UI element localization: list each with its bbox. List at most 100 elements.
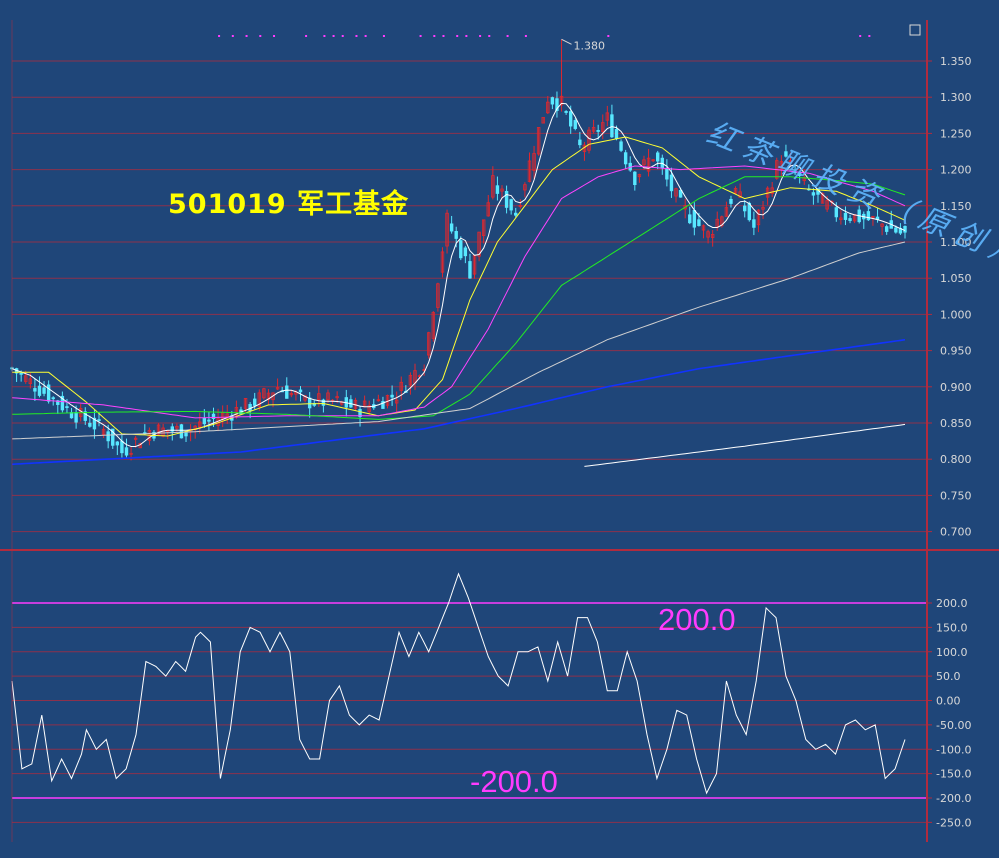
candle-up — [335, 396, 339, 399]
price-tick-label: 0.900 — [940, 381, 972, 394]
ma-line — [11, 338, 906, 466]
candle-down — [903, 225, 907, 233]
candle-down — [358, 409, 362, 418]
candle-up — [440, 251, 445, 273]
price-tick-label: 1.100 — [940, 236, 972, 249]
signal-marker — [245, 35, 248, 37]
candle-up — [243, 397, 248, 409]
candle-up — [225, 413, 229, 417]
candle-down — [115, 441, 120, 446]
moving-average-lines — [11, 102, 906, 467]
candle-down — [211, 413, 216, 419]
candle-down — [866, 211, 871, 221]
candle-down — [33, 388, 37, 392]
signal-marker — [465, 35, 468, 37]
candle-up — [394, 399, 399, 404]
candle-down — [120, 440, 124, 454]
candle-up — [761, 207, 765, 210]
ma-line — [12, 136, 906, 437]
candle-up — [427, 332, 431, 356]
candle-down — [92, 417, 97, 430]
price-tick-label: 1.200 — [940, 164, 972, 177]
candle-up — [257, 392, 261, 407]
candle-up — [486, 202, 490, 217]
candle-up — [275, 387, 280, 390]
candle-down — [83, 411, 87, 421]
candle-down — [468, 261, 472, 279]
candle-down — [454, 231, 458, 239]
candle-down — [550, 97, 555, 105]
candle-down — [97, 419, 101, 421]
candle-up — [477, 231, 481, 257]
candle-up — [724, 207, 729, 217]
candle-up — [546, 101, 550, 114]
price-tick-label: 0.700 — [940, 526, 972, 539]
signal-marker — [305, 35, 308, 37]
candle-up — [436, 283, 440, 308]
candle-up — [326, 392, 330, 401]
candle-down — [202, 417, 207, 425]
candle-down — [678, 189, 683, 198]
chart-title: 501019 军工基金 — [168, 189, 410, 220]
candle-down — [669, 174, 674, 192]
candle-down — [564, 111, 568, 113]
signal-marker — [218, 35, 221, 37]
price-tick-label: 0.750 — [940, 489, 972, 502]
axes — [0, 20, 999, 842]
signal-marker — [332, 35, 335, 37]
candle-down — [568, 111, 573, 127]
signal-marker — [231, 35, 234, 37]
oscillator-series — [11, 572, 906, 795]
candle-up — [706, 231, 710, 238]
candle-up — [532, 153, 536, 171]
candle-up — [431, 312, 436, 339]
candle-up — [646, 157, 651, 172]
candle-up — [367, 405, 371, 413]
candle-down — [37, 385, 42, 396]
price-tick-label: 1.350 — [940, 55, 972, 68]
signal-marker — [456, 35, 459, 37]
candle-down — [46, 384, 51, 402]
candle-up — [587, 129, 591, 151]
candle-down — [60, 395, 65, 411]
candle-up — [518, 205, 523, 207]
candle-up — [605, 112, 610, 121]
peak-pointer — [561, 38, 572, 45]
price-tick-label: 1.000 — [940, 308, 972, 321]
candle-up — [637, 174, 642, 178]
candle-up — [651, 159, 655, 162]
oscillator-tick-label: 100.0 — [936, 646, 968, 659]
candle-down — [124, 447, 129, 456]
candle-down — [614, 129, 619, 140]
candle-down — [894, 227, 898, 233]
signal-marker — [341, 35, 344, 37]
ma-line — [584, 423, 906, 467]
signal-marker — [273, 35, 276, 37]
signal-marker — [488, 35, 491, 37]
ma-line — [11, 176, 906, 420]
price-tick-label: 0.800 — [940, 453, 972, 466]
price-tick-label: 1.250 — [940, 127, 972, 140]
candle-down — [321, 399, 326, 406]
candle-up — [294, 391, 298, 395]
candle-down — [106, 431, 110, 442]
candle-up — [491, 175, 495, 198]
ma-short-line — [11, 102, 906, 447]
lower-threshold-label: -200.0 — [470, 764, 558, 799]
candle-down — [688, 214, 692, 224]
candle-up — [445, 212, 449, 247]
ma-line — [11, 241, 906, 440]
price-tick-label: 0.850 — [940, 417, 972, 430]
candle-down — [170, 426, 174, 432]
oscillator-tick-label: -50.00 — [936, 719, 971, 732]
signal-marker — [479, 35, 482, 37]
candle-down — [449, 223, 454, 232]
signal-marker — [355, 35, 358, 37]
candle-down — [848, 218, 852, 221]
candle-down — [623, 152, 628, 165]
oscillator-tick-label: -150.0 — [936, 768, 971, 781]
price-tick-label: 1.050 — [940, 272, 972, 285]
signal-marker — [364, 35, 367, 37]
ma-line — [11, 165, 906, 419]
